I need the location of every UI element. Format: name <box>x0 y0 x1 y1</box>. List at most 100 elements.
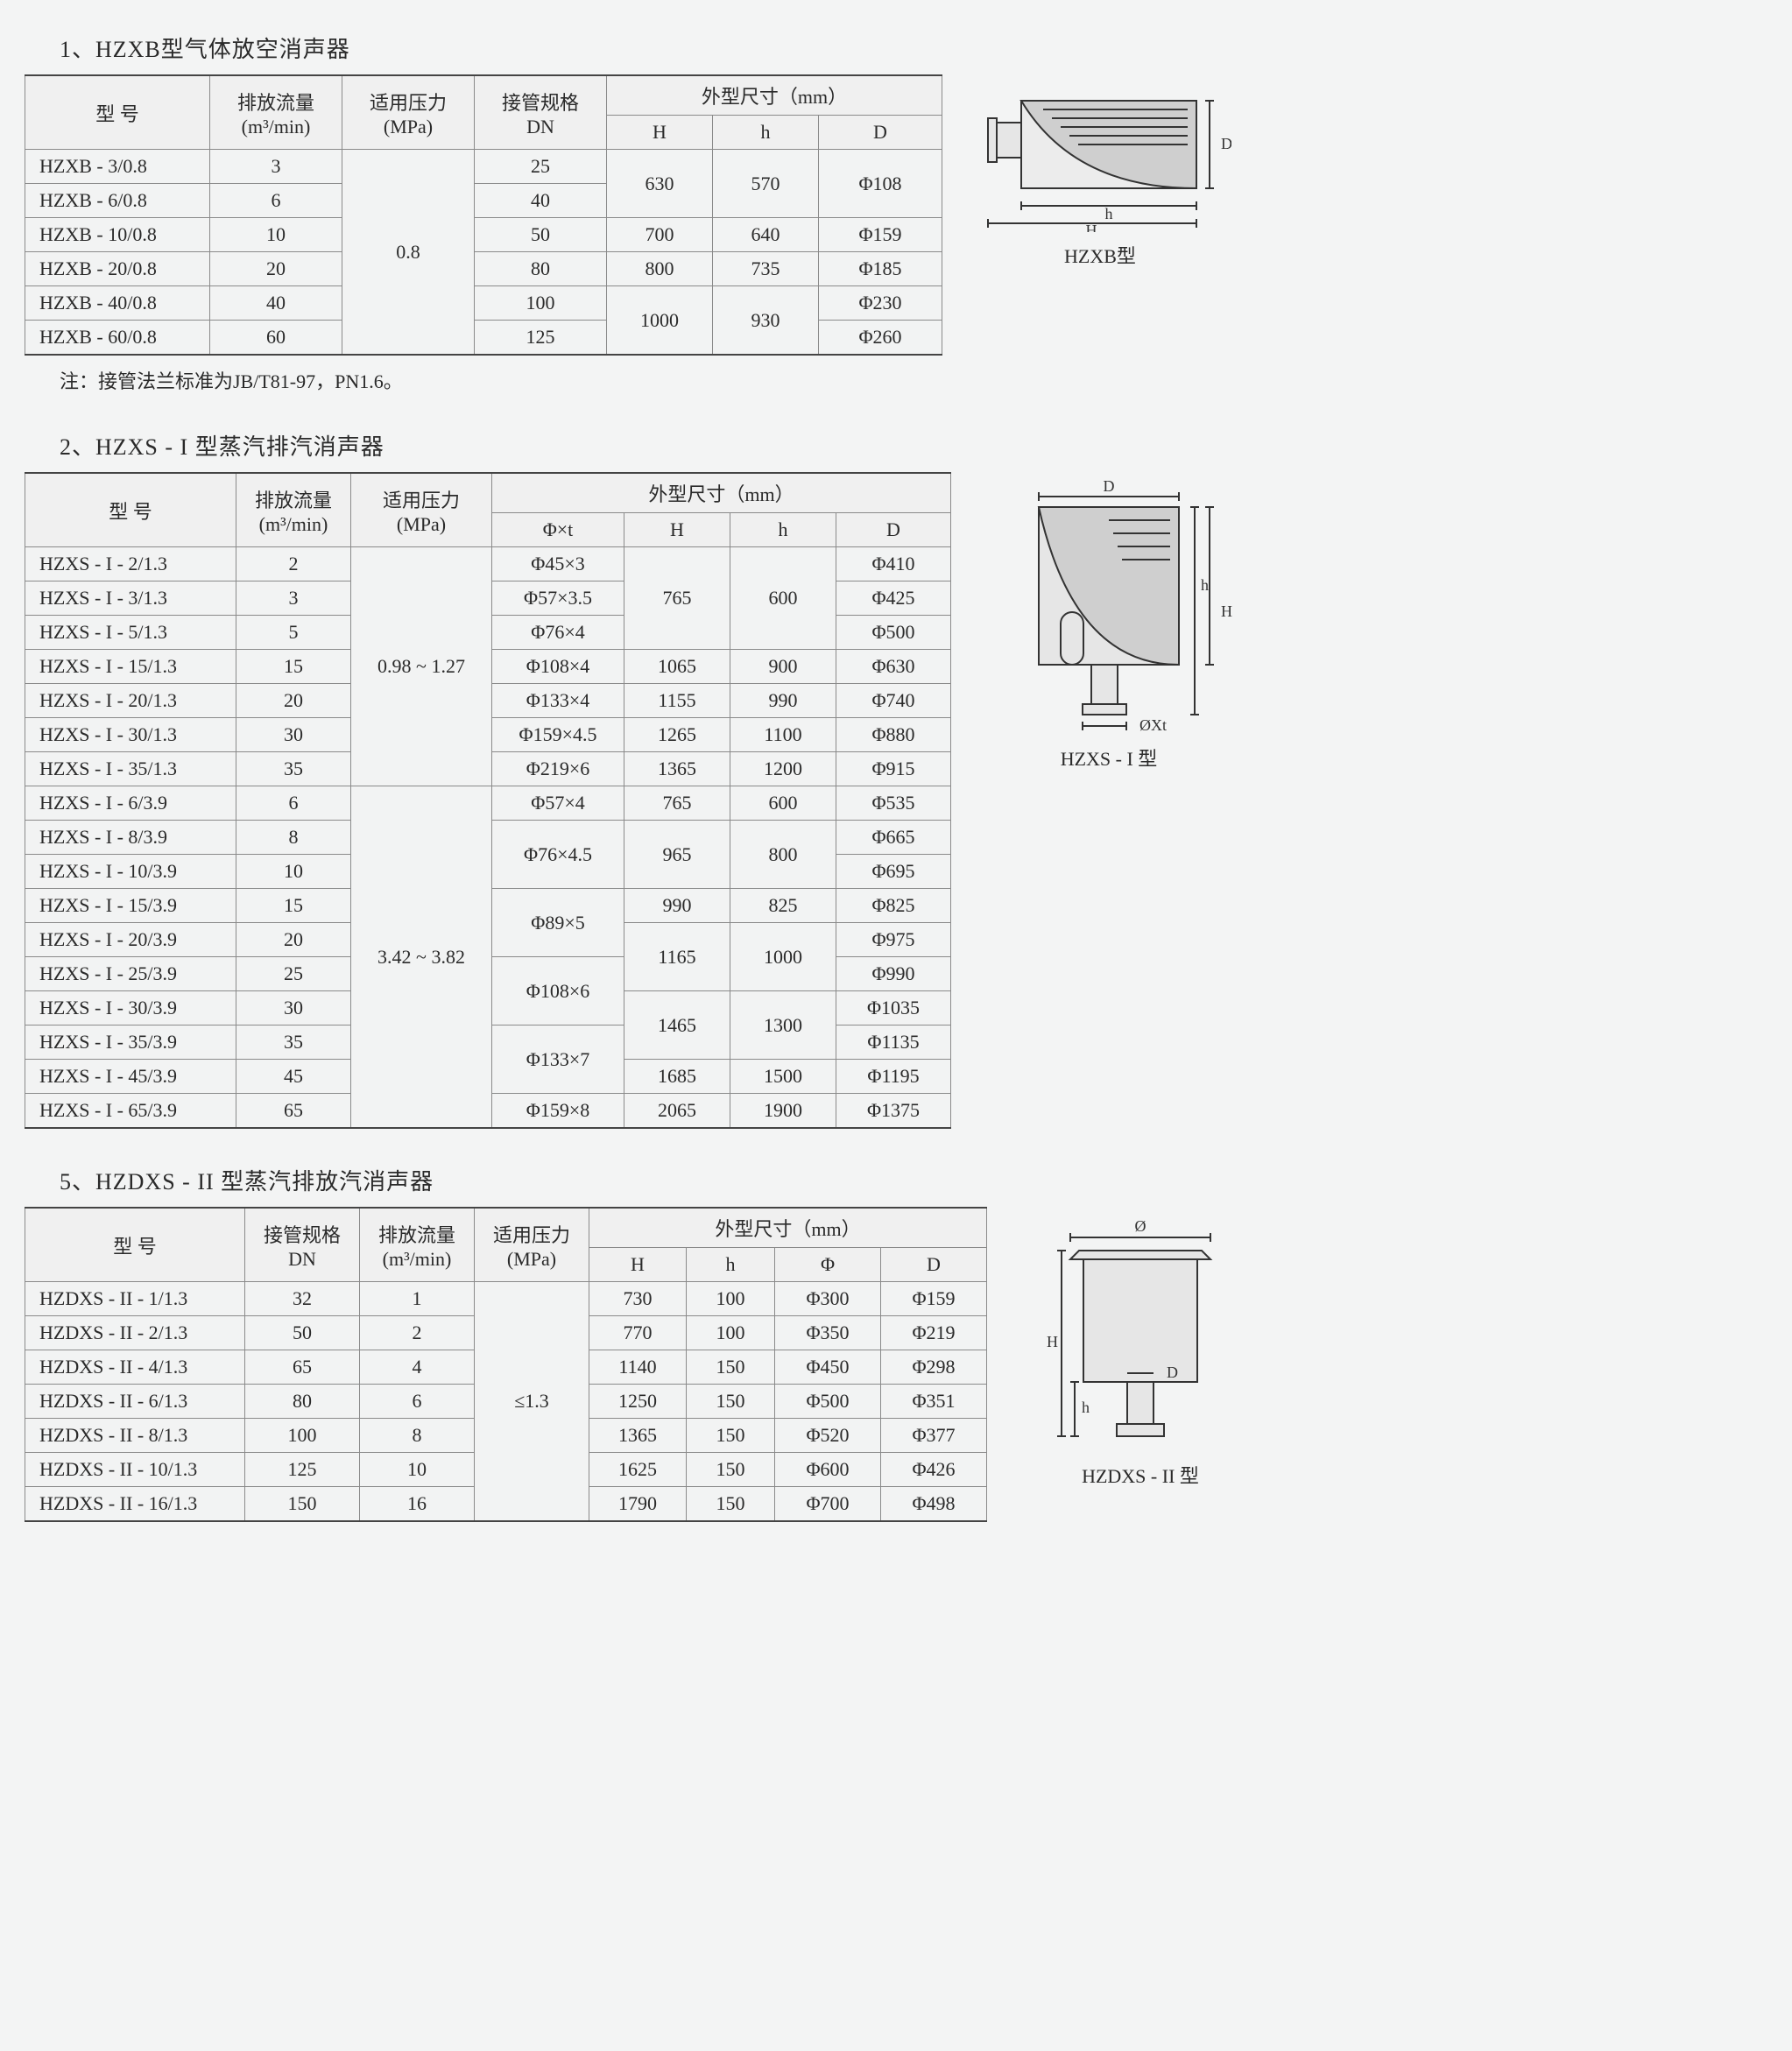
section-hzxb: 1、HZXB型气体放空消声器 型 号 排放流量(m³/min) 适用压力(MPa… <box>25 32 1767 394</box>
cell-flow: 10 <box>236 855 351 889</box>
cell-H: 1625 <box>589 1453 687 1487</box>
cell-model: HZXS - I - 30/1.3 <box>25 718 236 752</box>
cell-flow: 15 <box>236 889 351 923</box>
cell-h: 100 <box>687 1282 775 1316</box>
cell-h: 1200 <box>730 752 836 786</box>
cell-flow: 6 <box>360 1385 475 1419</box>
cell-h: 150 <box>687 1419 775 1453</box>
cell-h: 800 <box>730 821 836 889</box>
col-D: D <box>819 116 942 150</box>
svg-text:H: H <box>1221 603 1232 620</box>
cell-flow: 5 <box>236 616 351 650</box>
cell-H: 1065 <box>624 650 730 684</box>
cell-dn: 125 <box>245 1453 360 1487</box>
col-flow: 排放流量(m³/min) <box>236 473 351 547</box>
diagram-hzdxs-label: HZDXS - II 型 <box>1082 1461 1199 1489</box>
cell-flow: 60 <box>210 321 342 356</box>
cell-dn: 150 <box>245 1487 360 1522</box>
cell-phiXt: Φ76×4 <box>492 616 624 650</box>
cell-model: HZXS - I - 8/3.9 <box>25 821 236 855</box>
svg-text:h: h <box>1105 205 1113 222</box>
svg-text:D: D <box>1104 477 1115 495</box>
cell-dn: 65 <box>245 1350 360 1385</box>
cell-D: Φ159 <box>819 218 942 252</box>
cell-h: 150 <box>687 1453 775 1487</box>
cell-model: HZXS - I - 10/3.9 <box>25 855 236 889</box>
cell-dn: 100 <box>245 1419 360 1453</box>
cell-model: HZXS - I - 20/1.3 <box>25 684 236 718</box>
cell-flow: 2 <box>236 547 351 581</box>
cell-H: 800 <box>607 252 713 286</box>
cell-phiXt: Φ159×8 <box>492 1094 624 1129</box>
col-dims-group: 外型尺寸（mm） <box>589 1208 987 1248</box>
cell-D: Φ425 <box>836 581 951 616</box>
diagram-hzxb: h D H HZXB型 <box>969 74 1231 269</box>
cell-flow: 40 <box>210 286 342 321</box>
cell-phiXt: Φ108×6 <box>492 957 624 1026</box>
table-row: HZXB - 10/0.81050700640Φ159 <box>25 218 942 252</box>
cell-model: HZDXS - II - 1/1.3 <box>25 1282 245 1316</box>
cell-dn: 32 <box>245 1282 360 1316</box>
col-H: H <box>607 116 713 150</box>
svg-text:ØXt: ØXt <box>1139 716 1167 734</box>
col-dn: 接管规格DN <box>245 1208 360 1282</box>
cell-D: Φ500 <box>836 616 951 650</box>
cell-H: 630 <box>607 150 713 218</box>
table-row: HZXS - I - 6/3.963.42 ~ 3.82Φ57×4765600Φ… <box>25 786 951 821</box>
cell-D: Φ351 <box>881 1385 987 1419</box>
cell-H: 1265 <box>624 718 730 752</box>
cell-model: HZXB - 6/0.8 <box>25 184 210 218</box>
svg-text:D: D <box>1167 1364 1178 1381</box>
col-h: h <box>730 513 836 547</box>
cell-phiXt: Φ57×3.5 <box>492 581 624 616</box>
cell-H: 1685 <box>624 1060 730 1094</box>
cell-H: 990 <box>624 889 730 923</box>
table-hzxs: 型 号 排放流量(m³/min) 适用压力(MPa) 外型尺寸（mm） Φ×t … <box>25 472 951 1129</box>
col-h: h <box>713 116 819 150</box>
cell-phiXt: Φ133×4 <box>492 684 624 718</box>
cell-H: 765 <box>624 786 730 821</box>
cell-D: Φ695 <box>836 855 951 889</box>
cell-model: HZDXS - II - 10/1.3 <box>25 1453 245 1487</box>
cell-pressure: 3.42 ~ 3.82 <box>351 786 492 1129</box>
cell-dn: 25 <box>475 150 607 184</box>
cell-H: 1165 <box>624 923 730 991</box>
cell-flow: 2 <box>360 1316 475 1350</box>
cell-flow: 10 <box>360 1453 475 1487</box>
cell-flow: 15 <box>236 650 351 684</box>
cell-Phi: Φ520 <box>775 1419 881 1453</box>
col-H: H <box>589 1248 687 1282</box>
table-header-row: 型 号 排放流量(m³/min) 适用压力(MPa) 接管规格DN 外型尺寸（m… <box>25 75 942 116</box>
cell-flow: 4 <box>360 1350 475 1385</box>
cell-D: Φ1135 <box>836 1026 951 1060</box>
col-flow: 排放流量(m³/min) <box>360 1208 475 1282</box>
diagram-hzdxs: Ø H h D HZDXS - II 型 <box>1013 1207 1267 1489</box>
cell-model: HZXS - I - 2/1.3 <box>25 547 236 581</box>
svg-text:H: H <box>1086 222 1097 232</box>
cell-model: HZXS - I - 3/1.3 <box>25 581 236 616</box>
section-title-2: 2、HZXS - I 型蒸汽排汽消声器 <box>60 429 1767 462</box>
cell-h: 1900 <box>730 1094 836 1129</box>
col-dn: 接管规格DN <box>475 75 607 150</box>
cell-H: 1000 <box>607 286 713 356</box>
col-model: 型 号 <box>25 473 236 547</box>
cell-D: Φ915 <box>836 752 951 786</box>
cell-dn: 50 <box>475 218 607 252</box>
cell-model: HZXB - 10/0.8 <box>25 218 210 252</box>
cell-model: HZXS - I - 15/3.9 <box>25 889 236 923</box>
col-dims-group: 外型尺寸（mm） <box>492 473 951 513</box>
cell-Phi: Φ500 <box>775 1385 881 1419</box>
cell-H: 1365 <box>624 752 730 786</box>
table-row: HZXB - 3/0.830.825630570Φ108 <box>25 150 942 184</box>
cell-model: HZXB - 3/0.8 <box>25 150 210 184</box>
cell-Phi: Φ300 <box>775 1282 881 1316</box>
cell-model: HZDXS - II - 6/1.3 <box>25 1385 245 1419</box>
col-D: D <box>836 513 951 547</box>
col-pressure: 适用压力(MPa) <box>475 1208 589 1282</box>
svg-text:Ø: Ø <box>1135 1217 1146 1235</box>
table-row: HZXB - 20/0.82080800735Φ185 <box>25 252 942 286</box>
cell-Phi: Φ700 <box>775 1487 881 1522</box>
cell-D: Φ975 <box>836 923 951 957</box>
cell-model: HZXB - 40/0.8 <box>25 286 210 321</box>
cell-model: HZXS - I - 6/3.9 <box>25 786 236 821</box>
